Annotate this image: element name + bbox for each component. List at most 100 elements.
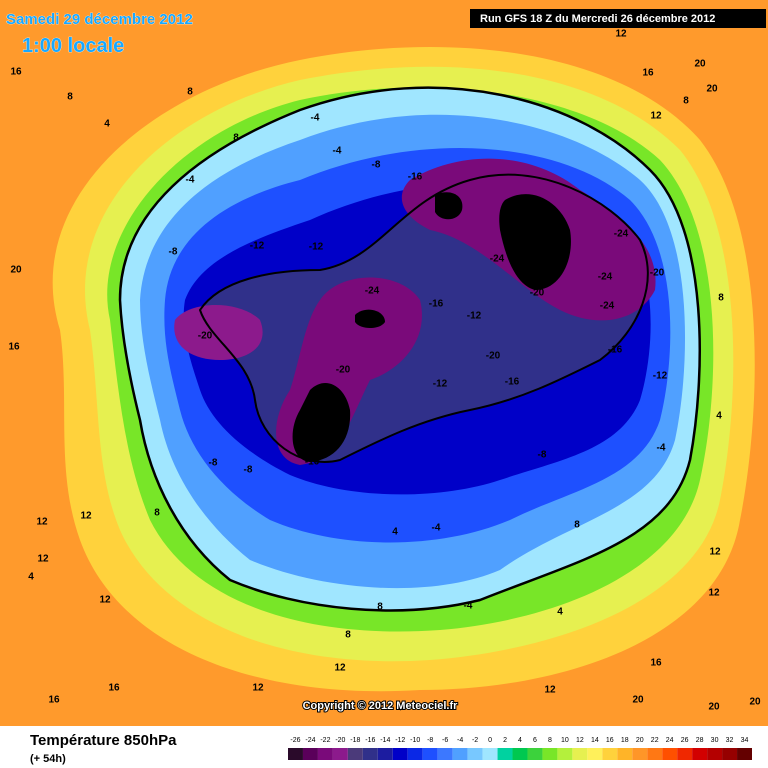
contour-label: 20: [708, 702, 720, 713]
time-title: 1:00 locale: [22, 35, 124, 57]
colorbar-swatch: [572, 748, 588, 760]
contour-label: 8: [233, 133, 239, 144]
contour-label: -4: [432, 523, 441, 534]
contour-label: 12: [252, 683, 264, 694]
contour-label: 28: [445, 200, 457, 211]
colorbar-swatch: [557, 748, 573, 760]
colorbar-tick-label: 14: [591, 737, 599, 744]
field-zone: [292, 382, 351, 462]
contour-label: -16: [408, 172, 423, 183]
run-title: Run GFS 18 Z du Mercredi 26 décembre 201…: [480, 13, 715, 25]
colorbar-tick-label: 0: [488, 737, 492, 744]
colorbar-swatch: [302, 748, 318, 760]
colorbar-tick-label: 18: [621, 737, 629, 744]
date-title: Samedi 29 décembre 2012: [6, 11, 193, 28]
contour-label: -8: [244, 465, 253, 476]
colorbar-tick-label: 30: [711, 737, 719, 744]
contour-label: 16: [48, 695, 60, 706]
run-box: [470, 9, 766, 28]
contour-label: 12: [709, 547, 721, 558]
contour-label: 20: [694, 59, 706, 70]
footer-lead: (+ 54h): [30, 753, 66, 765]
contour-label: -16: [429, 299, 444, 310]
contour-label: 8: [187, 87, 193, 98]
colorbar-tick-label: 16: [606, 737, 614, 744]
colorbar-tick-label: 26: [681, 737, 689, 744]
colorbar-tick-label: 8: [548, 737, 552, 744]
colorbar-tick-label: 6: [533, 737, 537, 744]
contour-line: [198, 173, 649, 463]
contour-label: 8: [345, 630, 351, 641]
colorbar-tick-label: 34: [741, 737, 749, 744]
contour-label: -24: [310, 395, 325, 406]
contour-label: 20: [10, 265, 22, 276]
contour-label: 20: [749, 697, 761, 708]
copyright: Copyright © 2012 Meteociel.fr: [303, 700, 459, 712]
colorbar-swatch: [467, 748, 483, 760]
contour-label: -4: [657, 443, 666, 454]
colorbar-swatch: [332, 748, 348, 760]
colorbar-swatch: [662, 748, 678, 760]
contour-label: -24: [598, 272, 613, 283]
contour-label: 12: [708, 588, 720, 599]
contour-label: 12: [36, 517, 48, 528]
colorbar-tick-label: 22: [651, 737, 659, 744]
contour-label: 8: [718, 293, 724, 304]
colorbar-swatch: [542, 748, 558, 760]
colorbar-tick-label: 32: [726, 737, 734, 744]
colorbar-swatch: [422, 748, 438, 760]
contour-label: 4: [28, 572, 34, 583]
colorbar-swatch: [377, 748, 393, 760]
colorbar-tick-label: -18: [350, 737, 360, 744]
contour-label: 12: [615, 29, 627, 40]
colorbar-tick-label: -22: [320, 737, 330, 744]
contour-label: -8: [372, 160, 381, 171]
field-zone: [174, 305, 263, 360]
contour-label: 12: [650, 111, 662, 122]
colorbar-swatch: [632, 748, 648, 760]
contour-label: 12: [544, 685, 556, 696]
colorbar-swatch: [407, 748, 423, 760]
colorbar-tick-label: -24: [305, 737, 315, 744]
contour-label: -28: [511, 242, 526, 253]
contour-label: 4: [557, 607, 563, 618]
contour-label: -4: [464, 601, 473, 612]
contour-label: 16: [8, 342, 20, 353]
colorbar-tick-label: -4: [457, 737, 463, 744]
contour-label: 12: [334, 663, 346, 674]
contour-label: 4: [392, 527, 398, 538]
colorbar-swatch: [392, 748, 408, 760]
colorbar-swatch: [617, 748, 633, 760]
field-zone: [499, 194, 571, 290]
colorbar-swatch: [317, 748, 333, 760]
colorbar-tick-label: 20: [636, 737, 644, 744]
contour-label: -16: [305, 457, 320, 468]
contour-label: 16: [650, 658, 662, 669]
colorbar-tick-label: -26: [290, 737, 300, 744]
contour-label: 16: [642, 68, 654, 79]
contour-label: -4: [333, 146, 342, 157]
contour-label: -16: [608, 345, 623, 356]
colorbar-tick-label: -8: [427, 737, 433, 744]
contour-label: 16: [432, 701, 444, 712]
contour-label: -24: [490, 254, 505, 265]
contour-label: -20: [336, 365, 351, 376]
contour-label: -24: [600, 301, 615, 312]
colorbar-swatch: [347, 748, 363, 760]
contour-label: 16: [108, 683, 120, 694]
contour-label: -12: [653, 371, 668, 382]
colorbar-swatch: [288, 748, 303, 760]
contour-label: 20: [632, 695, 644, 706]
colorbar-swatch: [737, 748, 752, 760]
contour-label: -4: [186, 175, 195, 186]
colorbar-tick-label: -10: [410, 737, 420, 744]
footer-title: Température 850hPa: [30, 732, 177, 749]
colorbar-swatch: [362, 748, 378, 760]
contour-label: -24: [365, 286, 380, 297]
colorbar-tick-label: -14: [380, 737, 390, 744]
colorbar-tick-label: 28: [696, 737, 704, 744]
contour-label: 8: [67, 92, 73, 103]
contour-label: -12: [250, 241, 265, 252]
colorbar: -26 -24 -22 -20 -18 -16 -14 -12 -10 -8 -6 -4 -2 0 2 4 6 8…: [288, 737, 752, 760]
